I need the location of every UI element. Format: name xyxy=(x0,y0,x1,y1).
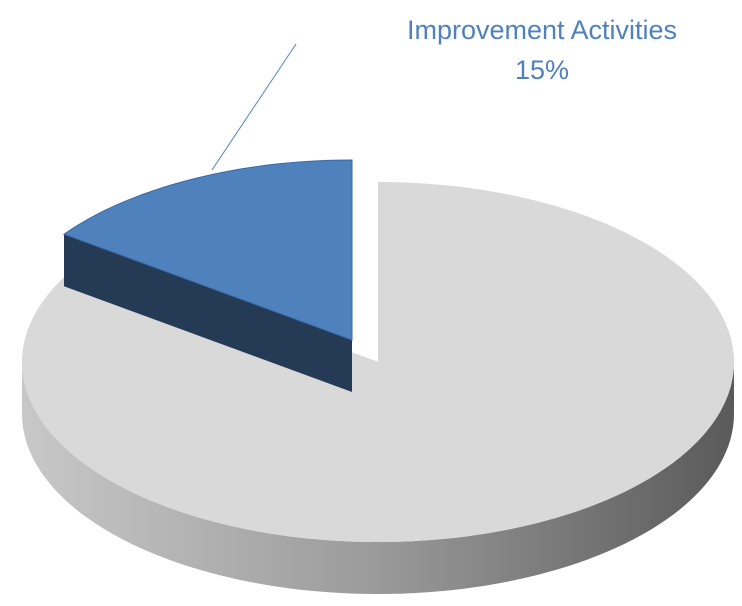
slice-side xyxy=(22,362,734,594)
leader-line xyxy=(211,43,297,171)
pie-slice xyxy=(62,159,353,341)
slice-label: Improvement Activities xyxy=(407,15,677,45)
slice-value-label: 15% xyxy=(515,55,569,85)
pie xyxy=(22,159,734,594)
slice-cut-face xyxy=(64,234,352,392)
pie-slice xyxy=(22,182,734,542)
